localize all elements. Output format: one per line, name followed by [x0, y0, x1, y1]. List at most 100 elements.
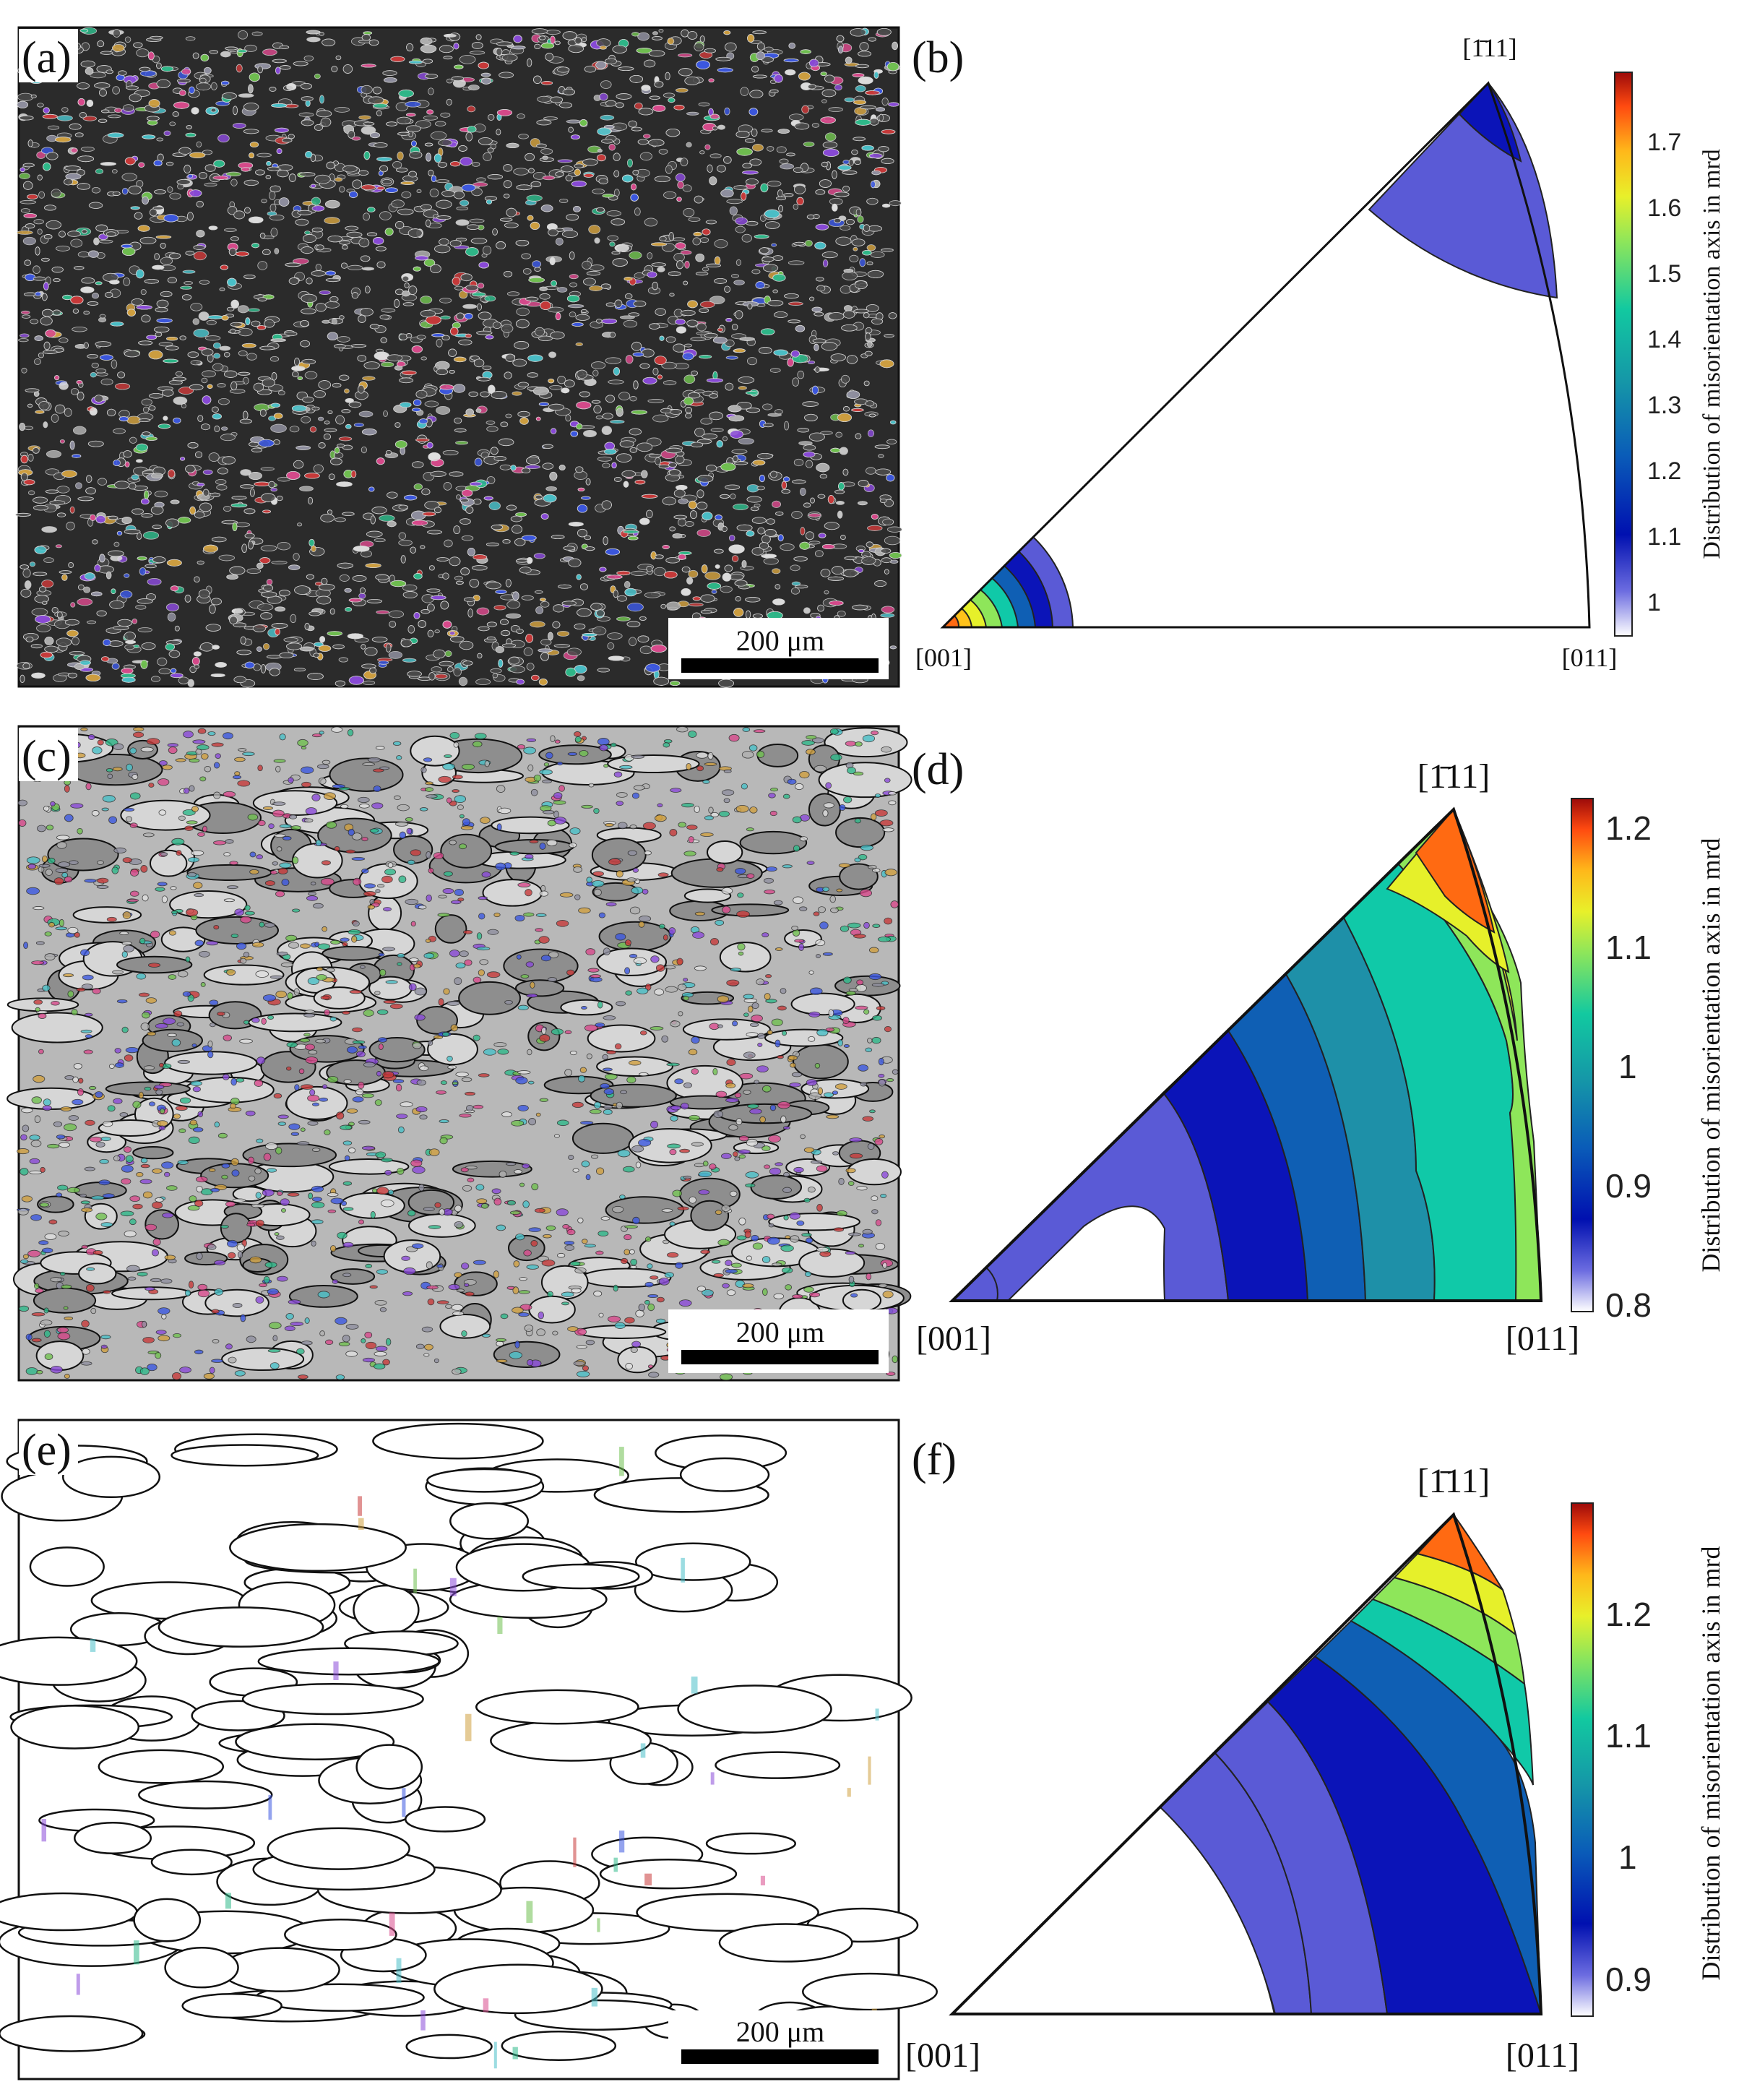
grain	[749, 158, 762, 166]
grain	[243, 179, 259, 186]
grain	[345, 607, 353, 612]
grain	[167, 277, 177, 283]
grain	[121, 516, 132, 524]
grain	[731, 555, 739, 562]
grain	[558, 584, 571, 589]
grain	[506, 600, 521, 609]
grain	[599, 92, 608, 101]
grain	[302, 396, 314, 403]
grain	[735, 259, 742, 266]
grain	[659, 335, 665, 341]
grain	[663, 380, 677, 386]
grain	[408, 171, 417, 178]
grain	[123, 450, 132, 458]
grain	[170, 668, 177, 674]
grain	[530, 221, 540, 230]
grain	[540, 652, 549, 661]
grain	[300, 82, 312, 90]
grain	[662, 545, 670, 549]
grain	[566, 295, 580, 303]
grain	[167, 186, 173, 193]
grain	[459, 157, 472, 166]
grain	[239, 418, 252, 424]
grain	[167, 612, 176, 622]
grain	[783, 421, 790, 431]
grain	[453, 384, 466, 393]
grain	[238, 327, 253, 337]
grain	[713, 548, 724, 554]
grain	[105, 231, 116, 237]
grain	[663, 191, 677, 199]
grain	[515, 319, 530, 329]
grain	[364, 647, 378, 656]
grain	[89, 407, 98, 416]
grain	[277, 541, 291, 551]
grain	[509, 656, 520, 665]
grain	[376, 157, 392, 162]
grain	[772, 598, 785, 606]
grain	[113, 459, 121, 467]
grain	[358, 410, 374, 418]
grain	[275, 628, 280, 636]
grain	[509, 666, 525, 674]
grain	[881, 98, 889, 106]
grain	[276, 495, 283, 502]
grain	[850, 28, 866, 37]
grain	[196, 230, 205, 238]
grain	[91, 186, 101, 194]
grain	[567, 304, 584, 309]
grain	[383, 410, 388, 417]
grain	[430, 264, 441, 273]
grain	[685, 413, 692, 418]
grain	[818, 533, 827, 538]
grain	[527, 58, 532, 67]
grain	[363, 150, 371, 160]
grain	[381, 308, 396, 313]
grain	[722, 572, 732, 582]
grain	[829, 197, 843, 205]
grain	[77, 251, 90, 258]
grain	[262, 509, 272, 514]
grain	[672, 533, 683, 539]
grain	[329, 450, 336, 460]
grain	[128, 185, 142, 194]
grain	[800, 527, 806, 535]
grain	[745, 391, 759, 395]
grain	[535, 494, 543, 499]
grain	[190, 360, 202, 366]
grain	[256, 646, 262, 652]
grain	[347, 633, 363, 640]
grain	[704, 332, 718, 338]
grain	[438, 139, 452, 147]
grain	[261, 493, 276, 502]
grain	[796, 197, 804, 206]
grain	[359, 588, 366, 594]
grain	[542, 155, 548, 160]
grain	[75, 482, 82, 489]
grain	[870, 181, 876, 189]
grain	[100, 378, 113, 386]
grain	[607, 235, 619, 241]
grain	[857, 215, 864, 223]
grain	[121, 187, 129, 195]
grain	[96, 610, 107, 616]
grain	[738, 386, 747, 390]
grain	[561, 387, 570, 394]
grain	[575, 466, 584, 473]
grain	[639, 363, 650, 369]
grain	[849, 254, 859, 262]
grain	[173, 396, 188, 405]
grain	[882, 518, 894, 526]
grain	[22, 663, 30, 669]
grain	[134, 212, 143, 220]
grain	[702, 228, 711, 236]
grain	[436, 179, 450, 184]
grain	[358, 593, 366, 599]
grain	[724, 107, 730, 116]
grain	[390, 580, 407, 588]
grain	[72, 326, 87, 332]
grain	[548, 403, 564, 411]
grain	[95, 168, 104, 174]
grain	[189, 506, 196, 515]
grain	[31, 672, 46, 679]
